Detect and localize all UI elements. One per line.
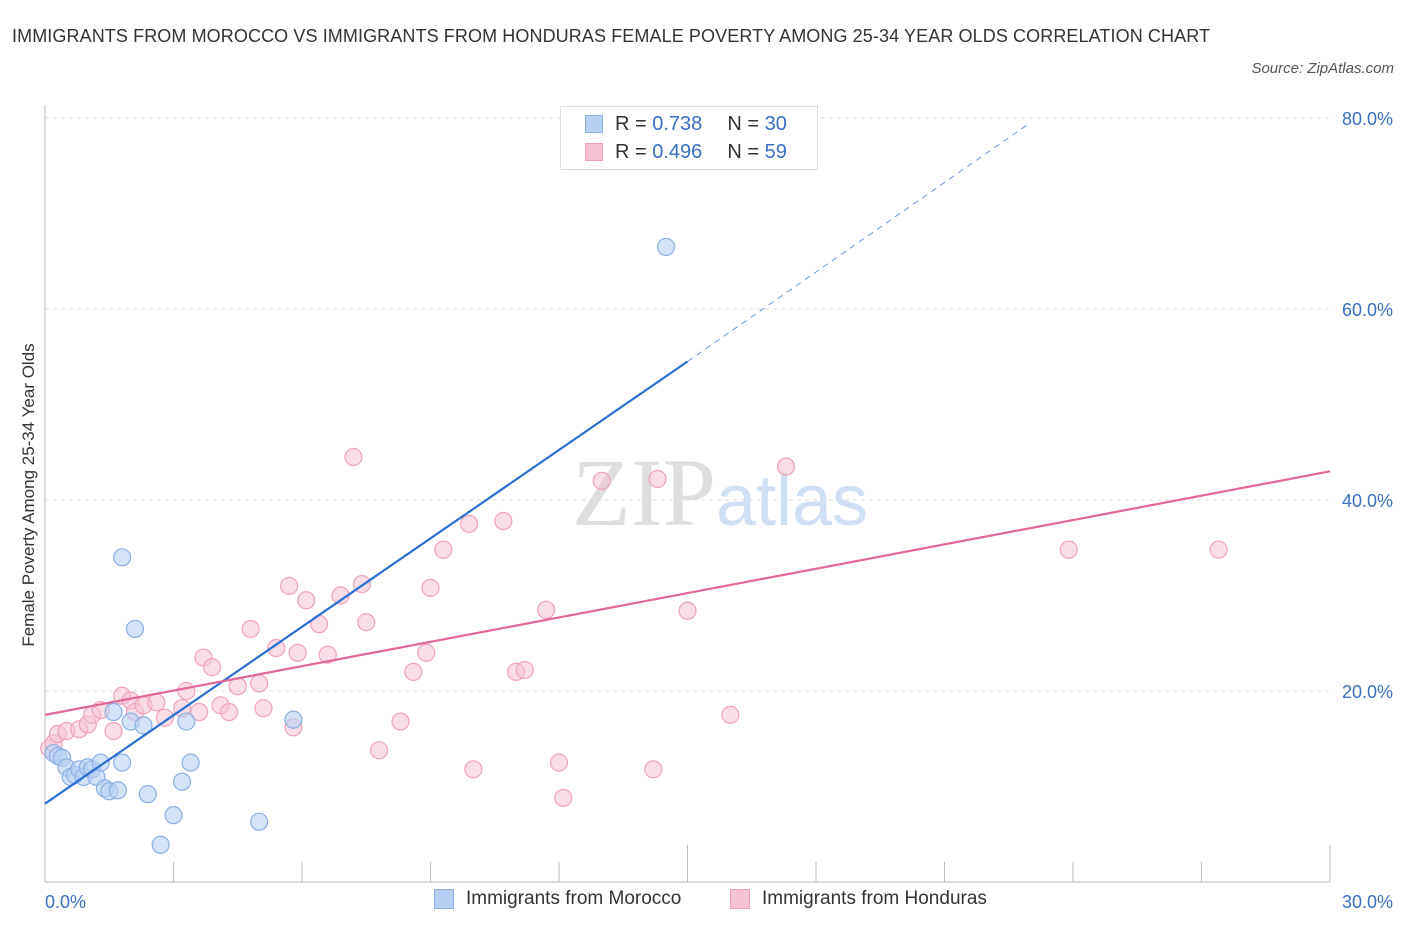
data-point-morocco: [284, 710, 303, 729]
data-point-morocco: [104, 702, 123, 722]
data-point-honduras: [434, 540, 453, 559]
watermark-atlas: atlas: [716, 461, 868, 541]
data-point-honduras: [721, 705, 740, 724]
data-point-honduras: [776, 457, 796, 476]
data-point-honduras: [592, 471, 611, 490]
data-point-honduras: [515, 660, 534, 680]
r-value: 0.496: [652, 140, 703, 163]
n-value: 59: [764, 140, 787, 163]
morocco-swatch: [585, 115, 603, 133]
data-point-morocco: [164, 806, 183, 825]
legend-label: Immigrants from Honduras: [762, 888, 987, 909]
data-point-honduras: [297, 591, 316, 610]
y-axis-label: Female Poverty Among 25-34 Year Olds: [19, 343, 38, 646]
data-point-honduras: [220, 702, 239, 722]
n-label: N =: [727, 140, 760, 163]
legend-row-honduras: R = 0.496 N = 59: [585, 140, 787, 164]
y-tick-label: 20.0%: [1342, 682, 1393, 702]
data-point-honduras: [391, 712, 410, 731]
trend-line-morocco-extension: [687, 122, 1031, 362]
data-point-morocco: [108, 781, 127, 800]
data-point-honduras: [318, 645, 337, 664]
data-point-honduras: [537, 600, 556, 619]
data-point-honduras: [494, 511, 513, 531]
data-point-honduras: [549, 753, 569, 772]
r-value: 0.738: [652, 112, 703, 135]
data-point-honduras: [202, 658, 222, 677]
data-point-honduras: [1059, 540, 1078, 559]
data-point-honduras: [254, 699, 273, 718]
r-label: R =: [615, 140, 647, 163]
data-point-morocco: [656, 237, 676, 257]
data-point-honduras: [459, 514, 479, 533]
x-tick-label: 30.0%: [1342, 892, 1393, 912]
data-point-morocco: [181, 753, 200, 772]
data-point-honduras: [648, 469, 667, 489]
series-legend: Immigrants from Morocco Immigrants from …: [0, 888, 1406, 916]
data-point-honduras: [177, 681, 196, 701]
data-point-honduras: [678, 601, 697, 620]
trend-line-morocco: [44, 360, 689, 805]
chart-title: IMMIGRANTS FROM MOROCCO VS IMMIGRANTS FR…: [12, 26, 1211, 46]
n-label: N =: [727, 112, 760, 135]
morocco-swatch: [434, 889, 454, 909]
y-tick-label: 60.0%: [1342, 300, 1393, 320]
data-point-honduras: [288, 643, 307, 662]
data-point-morocco: [172, 772, 192, 791]
data-point-honduras: [155, 708, 175, 727]
data-point-honduras: [644, 760, 663, 779]
data-point-morocco: [125, 619, 145, 639]
data-point-honduras: [267, 638, 286, 658]
y-tick-label: 40.0%: [1342, 491, 1393, 511]
data-point-honduras: [554, 788, 573, 808]
stats-legend: R = 0.738 N = 30 R = 0.496 N = 59: [560, 106, 818, 170]
data-point-morocco: [91, 753, 110, 772]
data-point-honduras: [421, 578, 440, 597]
watermark: ZIPatlas: [572, 439, 868, 546]
data-point-honduras: [417, 643, 436, 662]
trend-lines: [44, 122, 1331, 805]
trend-line-honduras: [44, 470, 1331, 716]
data-point-morocco: [134, 716, 153, 735]
data-point-morocco: [151, 835, 170, 854]
data-point-honduras: [1209, 540, 1228, 559]
data-point-morocco: [250, 812, 269, 831]
n-value: 30: [764, 112, 787, 135]
data-point-honduras: [280, 576, 299, 596]
legend-item-honduras[interactable]: Immigrants from Honduras: [730, 888, 987, 910]
legend-label: Immigrants from Morocco: [466, 888, 682, 909]
data-point-honduras: [241, 619, 260, 639]
data-point-morocco: [138, 785, 157, 804]
r-label: R =: [615, 112, 647, 135]
legend-item-morocco[interactable]: Immigrants from Morocco: [434, 888, 681, 910]
tick-labels: 20.0% 40.0% 60.0% 80.0% 0.0% 30.0%: [45, 109, 1393, 912]
data-point-morocco: [177, 712, 196, 731]
data-point-honduras: [104, 722, 123, 741]
honduras-swatch: [585, 143, 603, 161]
source-label: Source: ZipAtlas.com: [1251, 60, 1394, 77]
data-point-honduras: [147, 693, 166, 712]
honduras-swatch: [730, 889, 750, 909]
series-honduras: [40, 447, 1228, 808]
watermark-zip: ZIP: [572, 439, 716, 546]
data-point-honduras: [370, 741, 389, 760]
data-point-honduras: [404, 662, 423, 682]
y-tick-label: 80.0%: [1342, 109, 1393, 129]
data-point-honduras: [190, 702, 209, 722]
data-point-honduras: [464, 760, 483, 779]
series-morocco: [44, 237, 676, 854]
data-point-honduras: [344, 447, 363, 467]
x-tick-label: 0.0%: [45, 892, 86, 912]
data-point-honduras: [357, 613, 376, 632]
data-point-morocco: [112, 548, 132, 567]
data-point-honduras: [250, 674, 269, 693]
legend-row-morocco: R = 0.738 N = 30: [585, 112, 787, 136]
data-point-morocco: [112, 753, 132, 772]
